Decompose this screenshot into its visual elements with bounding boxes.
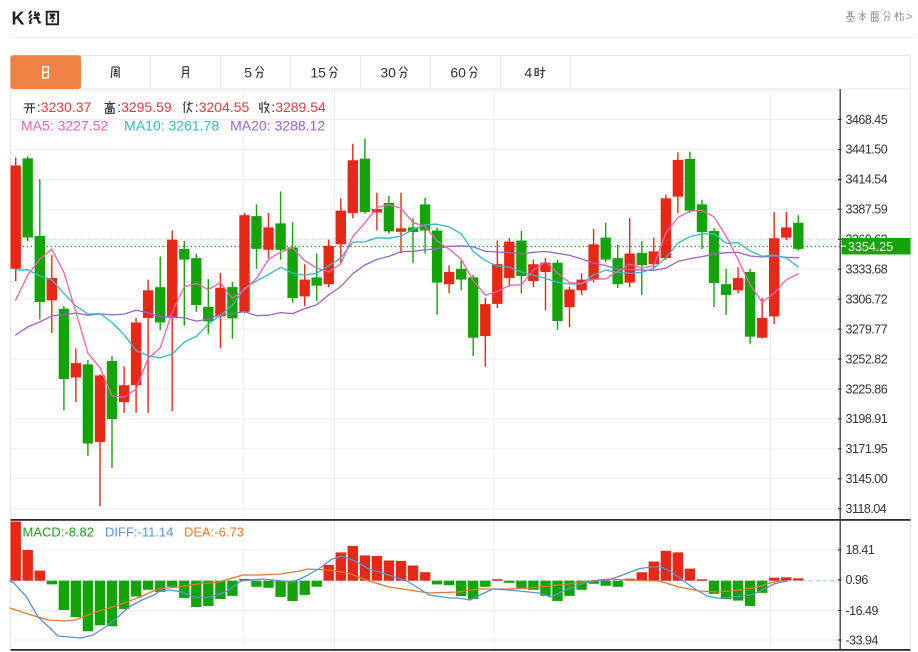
svg-text::3295.59: :3295.59 xyxy=(117,99,172,115)
svg-text:3198.91: 3198.91 xyxy=(846,412,888,426)
svg-text:3306.72: 3306.72 xyxy=(846,292,888,306)
svg-text:MACD:-8.82: MACD:-8.82 xyxy=(23,525,95,540)
svg-text:3354.25: 3354.25 xyxy=(848,240,893,254)
svg-text:3387.59: 3387.59 xyxy=(846,203,888,217)
svg-text:-33.94: -33.94 xyxy=(846,633,879,647)
svg-text:3225.86: 3225.86 xyxy=(846,382,888,396)
svg-text:4: 4 xyxy=(524,64,532,80)
svg-text:15: 15 xyxy=(310,64,326,80)
svg-text:3145.00: 3145.00 xyxy=(846,472,888,486)
svg-text:3118.04: 3118.04 xyxy=(846,502,887,516)
svg-text:0.96: 0.96 xyxy=(846,573,869,587)
svg-text::3204.55: :3204.55 xyxy=(195,99,250,115)
svg-text:3441.50: 3441.50 xyxy=(846,143,888,157)
svg-text:3414.54: 3414.54 xyxy=(846,173,888,187)
svg-text:3279.77: 3279.77 xyxy=(846,322,888,336)
svg-text:5: 5 xyxy=(244,64,252,80)
svg-text:60: 60 xyxy=(450,64,466,80)
svg-text:3252.82: 3252.82 xyxy=(846,352,888,366)
svg-text:3333.68: 3333.68 xyxy=(846,263,888,277)
svg-text:>: > xyxy=(906,10,913,24)
svg-text:DEA:-6.73: DEA:-6.73 xyxy=(184,525,244,540)
svg-text:-16.49: -16.49 xyxy=(846,604,879,618)
svg-text:K: K xyxy=(12,9,25,29)
svg-text:3468.45: 3468.45 xyxy=(846,113,888,127)
svg-text:30: 30 xyxy=(380,64,396,80)
svg-text::3230.37: :3230.37 xyxy=(37,99,92,115)
svg-text:18.41: 18.41 xyxy=(846,543,875,557)
svg-text::3289.54: :3289.54 xyxy=(271,99,326,115)
svg-text:3171.95: 3171.95 xyxy=(846,442,888,456)
svg-text:DIFF:-11.14: DIFF:-11.14 xyxy=(105,525,173,540)
